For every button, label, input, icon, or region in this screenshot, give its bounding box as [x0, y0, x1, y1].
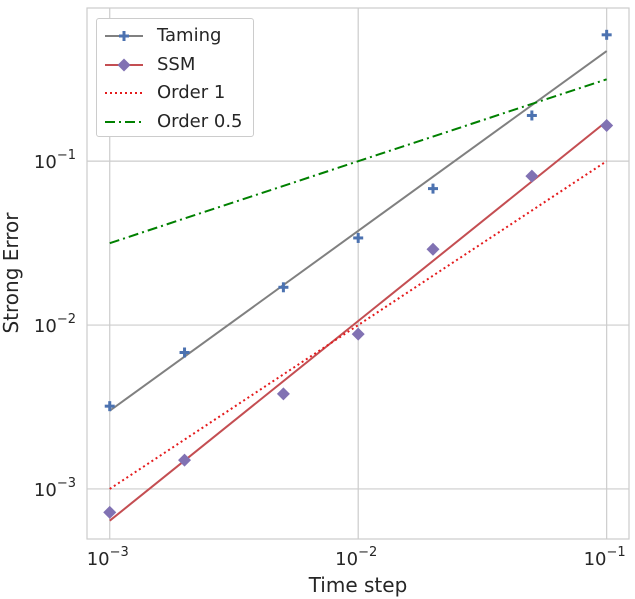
y-tick-label: 10−1: [34, 148, 76, 173]
x-axis-label: Time step: [308, 573, 408, 597]
legend-label: Order 1: [157, 82, 226, 103]
data-point-taming: [526, 110, 537, 121]
series-line-taming: [109, 50, 608, 412]
y-tick-label: 10−2: [34, 312, 76, 337]
data-point-taming: [278, 282, 289, 293]
legend-swatch: [105, 31, 143, 41]
data-point-ssm: [103, 505, 117, 519]
x-tick-label: 10−3: [87, 545, 129, 570]
data-point-ssm: [351, 327, 365, 341]
data-point-taming: [427, 183, 438, 194]
series-line-order-1: [109, 160, 608, 490]
x-tick-label: 10−2: [335, 545, 377, 570]
legend-label: Order 0.5: [157, 110, 243, 132]
legend-item-order-0-5: Order 0.5: [97, 108, 253, 137]
series-markers-ssm: [103, 119, 614, 519]
legend-label: SSM: [157, 53, 196, 75]
legend-item-ssm: SSM: [97, 51, 253, 80]
data-point-taming: [601, 29, 612, 40]
x-tick-label: 10−1: [584, 545, 626, 570]
data-point-ssm: [178, 453, 192, 467]
legend: Taming SSM Order 1 Order 0.5: [96, 18, 254, 137]
legend-swatch: [105, 120, 143, 123]
y-tick-label: 10−3: [34, 476, 76, 501]
data-point-ssm: [276, 387, 290, 401]
series-layer: [103, 29, 614, 522]
legend-label: Taming: [157, 25, 222, 46]
legend-item-order-1: Order 1: [97, 79, 253, 108]
legend-marker: [119, 31, 129, 41]
series-line-order-0-5: [109, 78, 607, 245]
legend-swatch: [105, 58, 143, 71]
y-tick-labels: 10−3 10−2 10−1: [34, 148, 76, 501]
data-point-ssm: [426, 242, 440, 256]
series-markers-taming: [104, 29, 612, 412]
data-point-ssm: [600, 119, 614, 133]
data-point-taming: [353, 232, 364, 243]
data-point-taming: [104, 401, 115, 412]
legend-item-taming: Taming: [97, 22, 253, 51]
series-line-ssm: [109, 120, 608, 522]
y-axis-label: Strong Error: [0, 212, 23, 334]
legend-swatch: [105, 92, 143, 94]
legend-marker: [117, 58, 131, 71]
x-tick-labels: 10−3 10−2 10−1: [87, 545, 626, 570]
data-point-taming: [179, 347, 190, 358]
data-point-ssm: [525, 169, 539, 183]
